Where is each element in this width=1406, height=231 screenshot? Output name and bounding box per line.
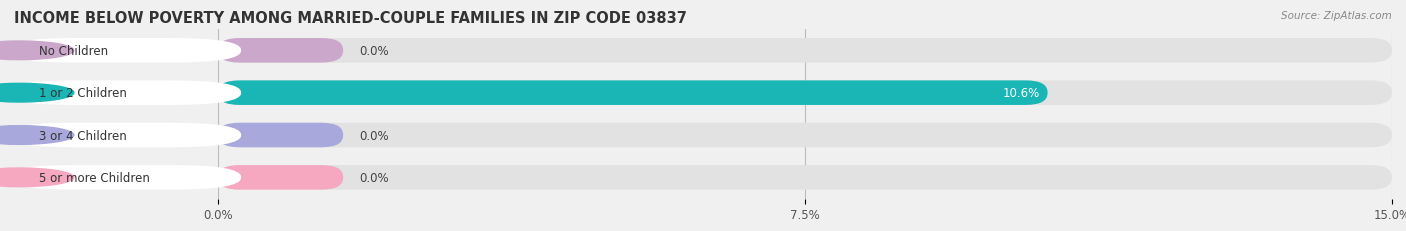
FancyBboxPatch shape — [218, 81, 1392, 106]
Text: INCOME BELOW POVERTY AMONG MARRIED-COUPLE FAMILIES IN ZIP CODE 03837: INCOME BELOW POVERTY AMONG MARRIED-COUPL… — [14, 10, 688, 25]
Text: 0.0%: 0.0% — [359, 129, 388, 142]
Text: 1 or 2 Children: 1 or 2 Children — [39, 87, 127, 100]
FancyBboxPatch shape — [218, 165, 1392, 190]
Text: Source: ZipAtlas.com: Source: ZipAtlas.com — [1281, 10, 1392, 21]
Circle shape — [0, 42, 75, 60]
FancyBboxPatch shape — [4, 39, 242, 63]
Text: 0.0%: 0.0% — [359, 171, 388, 184]
FancyBboxPatch shape — [218, 39, 1392, 63]
FancyBboxPatch shape — [218, 165, 343, 190]
FancyBboxPatch shape — [4, 123, 242, 148]
Circle shape — [0, 168, 75, 187]
Text: 0.0%: 0.0% — [359, 45, 388, 58]
FancyBboxPatch shape — [218, 39, 343, 63]
FancyBboxPatch shape — [4, 165, 242, 190]
Text: 5 or more Children: 5 or more Children — [39, 171, 150, 184]
FancyBboxPatch shape — [218, 81, 1047, 106]
FancyBboxPatch shape — [4, 81, 242, 106]
Circle shape — [0, 126, 75, 145]
Circle shape — [0, 84, 75, 103]
FancyBboxPatch shape — [218, 123, 343, 148]
FancyBboxPatch shape — [218, 123, 1392, 148]
Text: 3 or 4 Children: 3 or 4 Children — [39, 129, 127, 142]
Text: No Children: No Children — [39, 45, 108, 58]
Text: 10.6%: 10.6% — [1002, 87, 1039, 100]
